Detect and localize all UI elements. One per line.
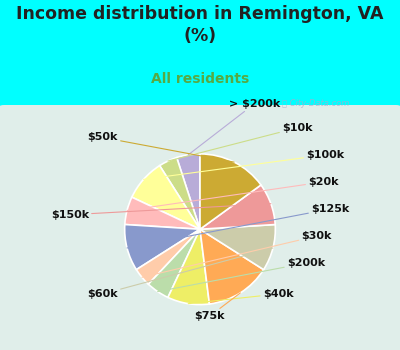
Wedge shape [200, 229, 264, 304]
Wedge shape [125, 197, 200, 229]
Text: $100k: $100k [144, 150, 344, 180]
Text: $40k: $40k [188, 289, 294, 304]
Wedge shape [200, 185, 275, 229]
Text: $60k: $60k [87, 248, 273, 299]
Text: $150k: $150k [51, 204, 271, 220]
Wedge shape [177, 154, 200, 229]
Wedge shape [132, 166, 200, 229]
Text: $75k: $75k [194, 293, 240, 321]
Text: $30k: $30k [142, 231, 332, 277]
Text: All residents: All residents [151, 72, 249, 86]
Text: ⓘ City-Data.com: ⓘ City-Data.com [282, 99, 350, 108]
Wedge shape [148, 229, 200, 298]
Wedge shape [168, 229, 210, 304]
Text: $200k: $200k [158, 258, 325, 292]
Text: $50k: $50k [88, 133, 234, 162]
Text: $20k: $20k [127, 177, 339, 210]
Wedge shape [200, 154, 261, 229]
Text: $10k: $10k [168, 123, 313, 161]
Wedge shape [160, 158, 200, 229]
Text: $125k: $125k [127, 204, 349, 248]
Text: > $200k: > $200k [188, 99, 280, 155]
Wedge shape [200, 224, 275, 270]
Wedge shape [125, 224, 200, 270]
Wedge shape [136, 229, 200, 284]
Text: Income distribution in Remington, VA
(%): Income distribution in Remington, VA (%) [16, 5, 384, 45]
